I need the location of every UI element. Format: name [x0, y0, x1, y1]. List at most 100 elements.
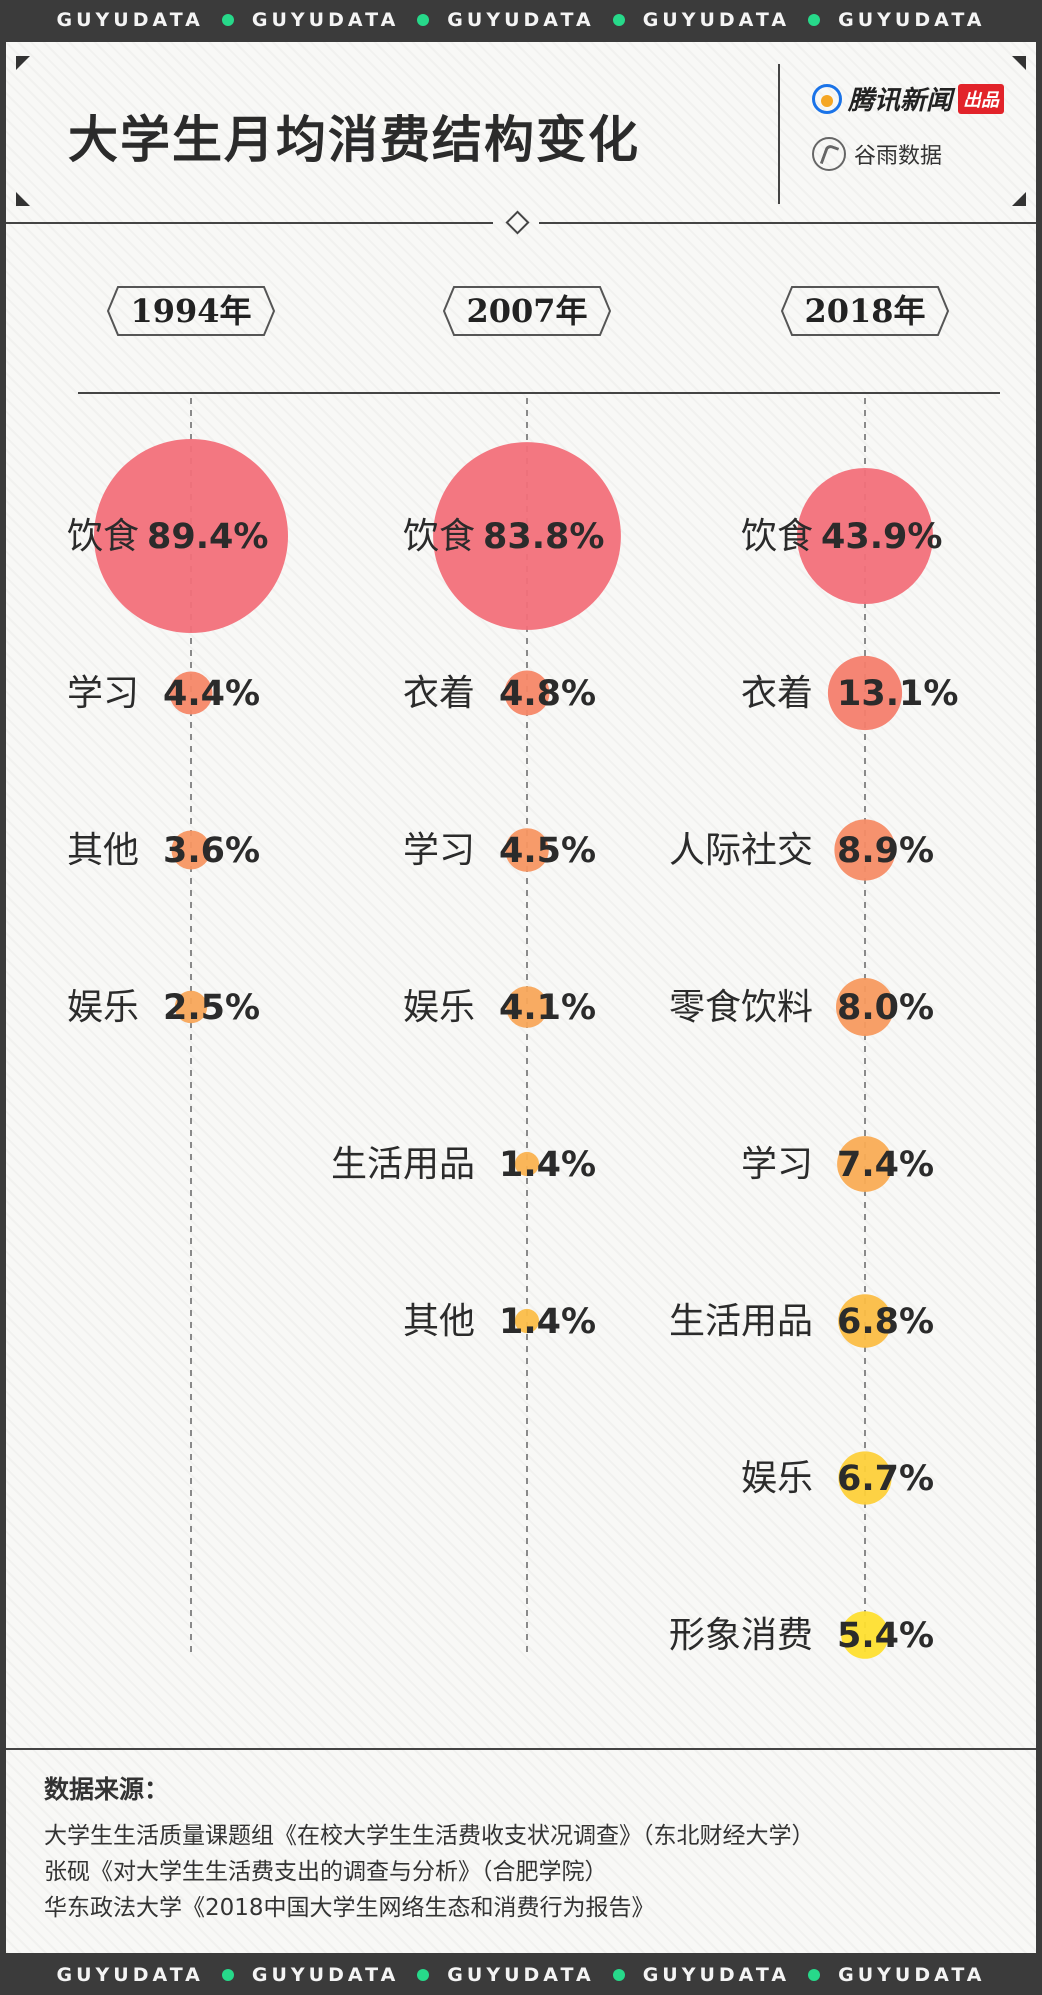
category-label: 娱乐	[67, 987, 139, 1028]
value-label: 6.8%	[837, 1302, 934, 1342]
guyu-bird-icon	[812, 137, 846, 171]
value-label: 4.4%	[163, 674, 260, 714]
bubble-mark	[174, 990, 208, 1024]
bubble-mark	[838, 1294, 892, 1348]
source-title: 数据来源：	[44, 1775, 170, 1804]
bottom-brand-band: GUYUDATA GUYUDATA GUYUDATA GUYUDATA GUYU…	[0, 1955, 1042, 1995]
footer-rule	[6, 1748, 1036, 1750]
category-label: 生活用品	[331, 1144, 475, 1185]
value-label: 89.4%	[147, 517, 268, 557]
bubble-mark	[838, 1451, 892, 1505]
band-text: GUYUDATA	[447, 9, 595, 31]
category-label: 饮食	[403, 516, 475, 557]
bubble-mark	[169, 671, 213, 715]
header-rule	[6, 222, 1036, 224]
page-title: 大学生月均消费结构变化	[68, 111, 640, 169]
band-text: GUYUDATA	[838, 9, 986, 31]
corner-triangle-icon	[1012, 192, 1026, 206]
value-label: 43.9%	[821, 517, 942, 557]
band-text: GUYUDATA	[251, 1964, 400, 1986]
year-label: 2018年	[804, 292, 926, 330]
bubble-mark	[505, 828, 549, 872]
category-label: 学习	[403, 830, 475, 871]
category-label: 零食饮料	[669, 987, 813, 1028]
value-label: 7.4%	[837, 1145, 934, 1185]
bubble-mark	[171, 830, 211, 870]
category-label: 娱乐	[741, 1458, 813, 1499]
value-label: 3.6%	[163, 831, 260, 871]
band-text: GUYUDATA	[838, 1964, 986, 1986]
category-label: 其他	[403, 1301, 475, 1342]
dot-icon	[808, 1969, 821, 1981]
value-label: 4.1%	[499, 988, 596, 1028]
band-text: GUYUDATA	[56, 1964, 204, 1986]
category-label: 人际社交	[669, 830, 813, 871]
corner-triangle-icon	[16, 56, 30, 70]
tencent-news-icon	[812, 83, 842, 114]
dot-icon	[221, 1969, 234, 1981]
category-label: 衣着	[741, 673, 813, 714]
source-line: 华东政法大学《2018中国大学生网络生态和消费行为报告》	[44, 1895, 655, 1921]
bubble-mark	[834, 819, 896, 881]
category-label: 其他	[67, 830, 139, 871]
value-label: 6.7%	[837, 1459, 934, 1499]
top-brand-band: GUYUDATA GUYUDATA GUYUDATA GUYUDATA GUYU…	[0, 0, 1042, 40]
value-label: 1.4%	[499, 1302, 596, 1342]
bubble-mark	[841, 1611, 889, 1659]
category-label: 饮食	[741, 516, 813, 557]
tag-outline-icon	[780, 286, 950, 336]
dot-icon	[612, 14, 625, 26]
bubble-mark	[837, 1136, 893, 1192]
bubble-mark	[797, 468, 933, 604]
value-label: 5.4%	[837, 1616, 934, 1656]
source-line: 张砚《对大学生生活费支出的调查与分析》（合肥学院）	[44, 1859, 608, 1885]
bubble-mark	[836, 978, 894, 1036]
category-label: 学习	[67, 673, 139, 714]
category-label: 饮食	[67, 516, 139, 557]
infographic-panel: 大学生月均消费结构变化 腾讯新闻 出品 谷雨数据 1994年 2007年 201…	[6, 42, 1036, 1953]
publisher-name: 腾讯新闻	[848, 86, 953, 116]
year-label: 2007年	[466, 292, 588, 330]
bubble-mark	[433, 442, 621, 630]
tag-outline-icon	[106, 286, 276, 336]
header-divider	[778, 64, 780, 204]
year-tag-2018: 2018年	[780, 285, 950, 337]
corner-triangle-icon	[1012, 56, 1026, 70]
bubble-mark	[506, 986, 548, 1028]
bubble-mark	[827, 655, 903, 731]
dot-icon	[417, 14, 430, 26]
bubble-mark	[514, 1151, 540, 1177]
dot-icon	[612, 1969, 625, 1981]
bubble-mark	[504, 670, 550, 716]
value-label: 1.4%	[499, 1145, 596, 1185]
bubble-mark	[94, 439, 288, 633]
bubble-chart: 饮食 89.4%学习 4.4%其他 3.6%娱乐 2.5%饮食 83.8%衣着 4.8%学习…	[67, 398, 958, 1659]
dot-icon	[417, 1969, 430, 1981]
publisher-badge: 出品	[958, 83, 1005, 114]
axis-rule	[78, 392, 1000, 394]
dot-icon	[221, 14, 234, 26]
producer-logo: 谷雨数据	[812, 137, 942, 171]
dot-icon	[808, 14, 821, 26]
value-label: 8.0%	[837, 988, 934, 1028]
band-text: GUYUDATA	[447, 1964, 595, 1986]
band-text: GUYUDATA	[642, 1964, 791, 1986]
bubble-mark	[514, 1308, 540, 1334]
category-label: 生活用品	[669, 1301, 813, 1342]
category-label: 学习	[741, 1144, 813, 1185]
value-label: 2.5%	[163, 988, 260, 1028]
category-label: 衣着	[403, 673, 475, 714]
year-label: 1994年	[130, 292, 252, 330]
value-label: 4.8%	[499, 674, 596, 714]
band-text: GUYUDATA	[251, 9, 400, 31]
producer-name: 谷雨数据	[854, 144, 943, 169]
source-line: 大学生生活质量课题组《在校大学生生活费收支状况调查》（东北财经大学）	[44, 1823, 815, 1849]
publisher-logo: 腾讯新闻 出品	[812, 80, 1005, 117]
tag-outline-icon	[442, 286, 612, 336]
value-label: 13.1%	[837, 674, 958, 714]
year-tag-1994: 1994年	[106, 285, 276, 337]
band-text: GUYUDATA	[56, 9, 204, 31]
value-label: 4.5%	[499, 831, 596, 871]
value-label: 8.9%	[837, 831, 934, 871]
category-label: 娱乐	[403, 987, 475, 1028]
